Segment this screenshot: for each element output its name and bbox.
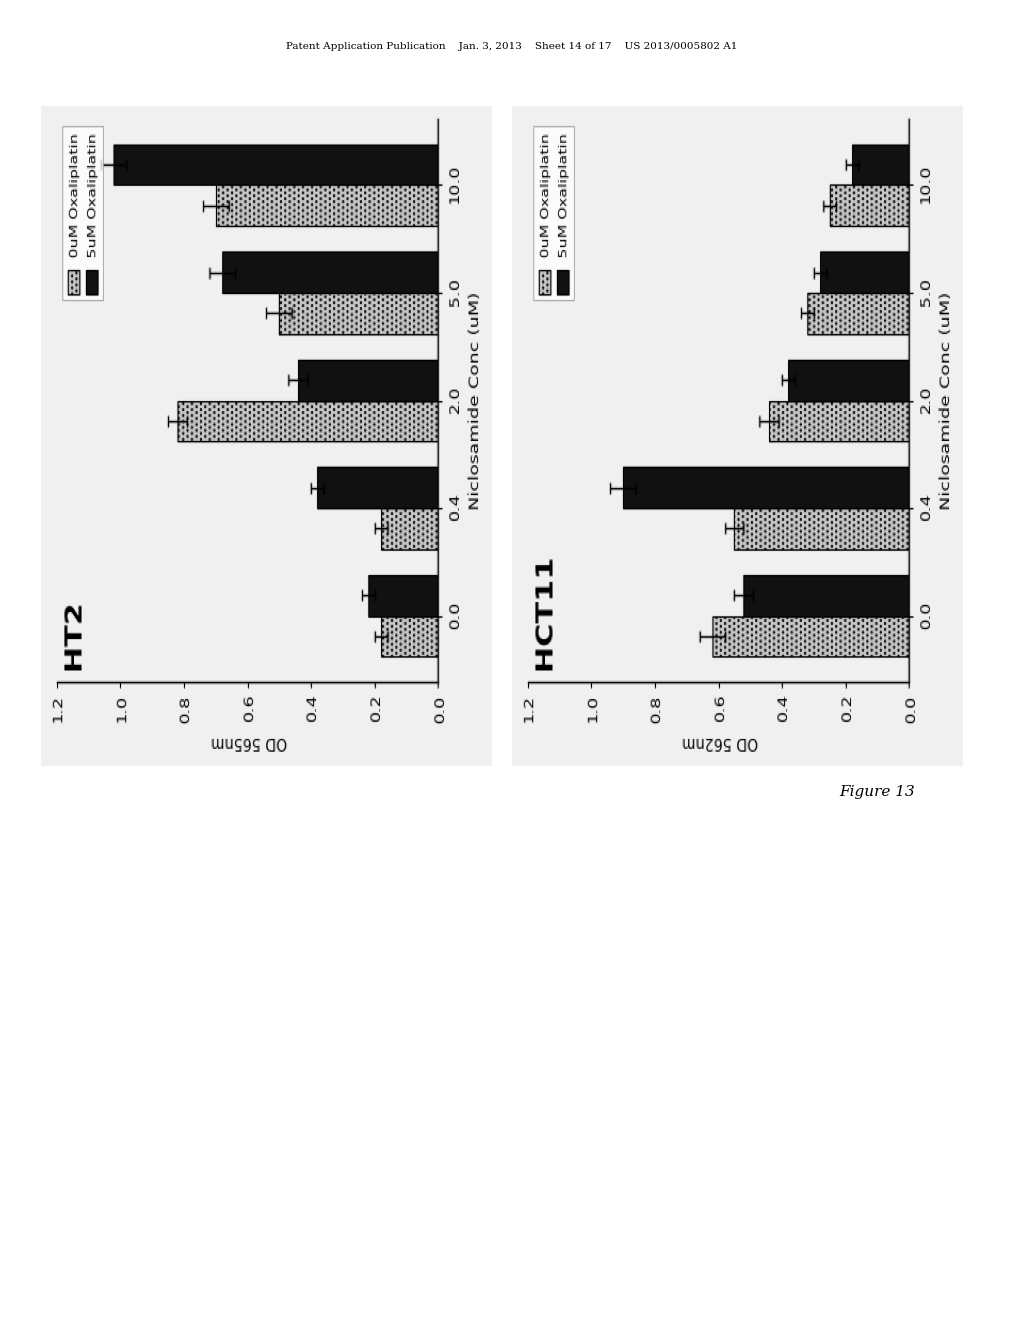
Text: Patent Application Publication    Jan. 3, 2013    Sheet 14 of 17    US 2013/0005: Patent Application Publication Jan. 3, 2…: [287, 42, 737, 51]
Text: Figure 13: Figure 13: [840, 784, 915, 799]
